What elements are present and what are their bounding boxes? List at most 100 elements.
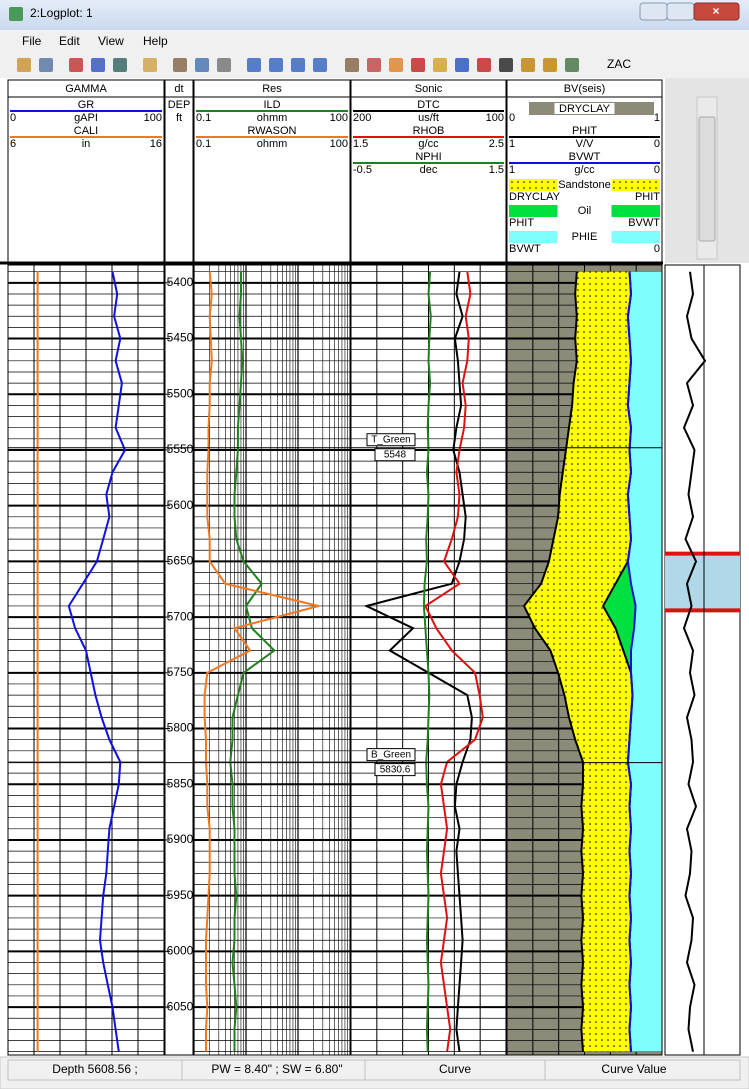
curve-max: 1	[654, 112, 660, 124]
curve-min: 1.5	[353, 138, 368, 150]
curve-unit: us/ft	[418, 112, 439, 124]
toolbar-button[interactable]	[91, 58, 105, 72]
track-title: dt	[174, 83, 183, 95]
minimize-button[interactable]	[639, 2, 668, 21]
toolbar-button[interactable]	[499, 58, 513, 72]
toolbar-button[interactable]	[173, 58, 187, 72]
curve-name: ILD	[263, 99, 280, 111]
curve-min: 1	[509, 164, 515, 176]
track-border	[193, 264, 351, 1056]
seis-border	[664, 264, 741, 1056]
toolbar-button[interactable]	[345, 58, 359, 72]
toolbar-button[interactable]	[433, 58, 447, 72]
scroll-thumb[interactable]	[698, 116, 716, 242]
track-border	[506, 264, 663, 1056]
curve-name: DRYCLAY	[559, 103, 611, 115]
status-bar	[0, 1056, 749, 1089]
close-glyph: ×	[712, 4, 719, 18]
curve-name: GR	[78, 99, 95, 111]
fill-name-box	[557, 179, 612, 191]
curve-min: 200	[353, 112, 371, 124]
toolbar-button[interactable]	[69, 58, 83, 72]
toolbar-button[interactable]	[313, 58, 327, 72]
fill-name: Sandstone	[558, 179, 611, 191]
toolbar-button[interactable]	[411, 58, 425, 72]
track-header-box	[193, 79, 351, 263]
curve-max: 16	[150, 138, 162, 150]
depth-label: 5800	[167, 721, 194, 735]
curve-min: 6	[10, 138, 16, 150]
title-bar	[0, 0, 749, 30]
toolbar-button[interactable]	[17, 58, 31, 72]
curve-unit: dec	[420, 164, 438, 176]
toolbar-button[interactable]	[113, 58, 127, 72]
toolbar-button[interactable]	[269, 58, 283, 72]
curve-name: DTC	[417, 99, 440, 111]
curve-name: BVWT	[569, 151, 601, 163]
toolbar-button[interactable]	[143, 58, 157, 72]
fill-left: DRYCLAY	[509, 191, 561, 203]
depth-label: 5600	[167, 498, 194, 512]
menu-item[interactable]: Help	[143, 34, 168, 48]
marker-name-box	[366, 748, 416, 762]
depth-label: 5450	[167, 331, 194, 345]
track-title: Sonic	[415, 83, 443, 95]
depth-label: 5550	[167, 442, 194, 456]
status-text: Curve	[439, 1062, 471, 1076]
lithology-fill	[627, 271, 662, 1052]
toolbar-button[interactable]	[291, 58, 305, 72]
depth-label: 5750	[167, 665, 194, 679]
marker-depth: 5830.6	[380, 764, 411, 775]
fill-left: PHIT	[509, 217, 534, 229]
curve-unit: gAPI	[74, 112, 98, 124]
track-border	[164, 264, 194, 1056]
toolbar-button[interactable]	[195, 58, 209, 72]
toolbar-button[interactable]	[217, 58, 231, 72]
toolbar-button[interactable]	[389, 58, 403, 72]
index-unit: ft	[176, 112, 182, 124]
curve-max: 2.5	[489, 138, 504, 150]
menu-item[interactable]: Edit	[59, 34, 80, 48]
seis-zone	[665, 553, 740, 611]
fill-right: 0	[654, 243, 660, 255]
lithology-fill	[603, 271, 636, 1052]
toolbar-button[interactable]	[455, 58, 469, 72]
toolbar-button[interactable]	[367, 58, 381, 72]
maximize-button[interactable]	[666, 2, 695, 21]
toolbar-button[interactable]	[565, 58, 579, 72]
menu-item[interactable]: View	[98, 34, 124, 48]
curve-max: 100	[330, 138, 348, 150]
curve-name: CALI	[74, 125, 98, 137]
toolbar-button[interactable]	[39, 58, 53, 72]
depth-label: 6000	[167, 944, 194, 958]
menu-item[interactable]: File	[22, 34, 42, 48]
curve-min: 0.1	[196, 112, 211, 124]
toolbar-button[interactable]	[543, 58, 557, 72]
close-button[interactable]	[693, 2, 740, 21]
toolbar-button[interactable]	[521, 58, 535, 72]
track-body: 5400 5450 5500 5550 5600 5650 5700 5750 5800 5850…	[165, 265, 194, 1055]
curve-max: 1.5	[489, 164, 504, 176]
toolbar-button[interactable]	[247, 58, 261, 72]
fill-left: BVWT	[509, 243, 541, 255]
toolbar-text[interactable]: ZAC	[607, 57, 631, 71]
curve-line	[522, 271, 585, 1052]
curve-line	[229, 271, 276, 1052]
fill-right: PHIT	[635, 191, 660, 203]
toolbar-button[interactable]	[477, 58, 491, 72]
track-body	[194, 265, 350, 1055]
fill-name-box	[557, 231, 612, 243]
track-header-box	[506, 79, 663, 263]
curve-min: 0	[509, 112, 515, 124]
curve-unit: ohmm	[257, 112, 288, 124]
curve-unit: g/cc	[574, 164, 595, 176]
curve-unit: V/V	[576, 138, 594, 150]
lithology-fill	[524, 271, 633, 1052]
status-text: Curve Value	[601, 1062, 666, 1076]
menu-bar	[0, 30, 749, 52]
marker-name: B_Green	[371, 749, 411, 760]
window-title: 2:Logplot: 1	[30, 6, 93, 20]
track-title: BV(seis)	[564, 83, 606, 95]
marker-name: T_Green	[371, 434, 410, 445]
